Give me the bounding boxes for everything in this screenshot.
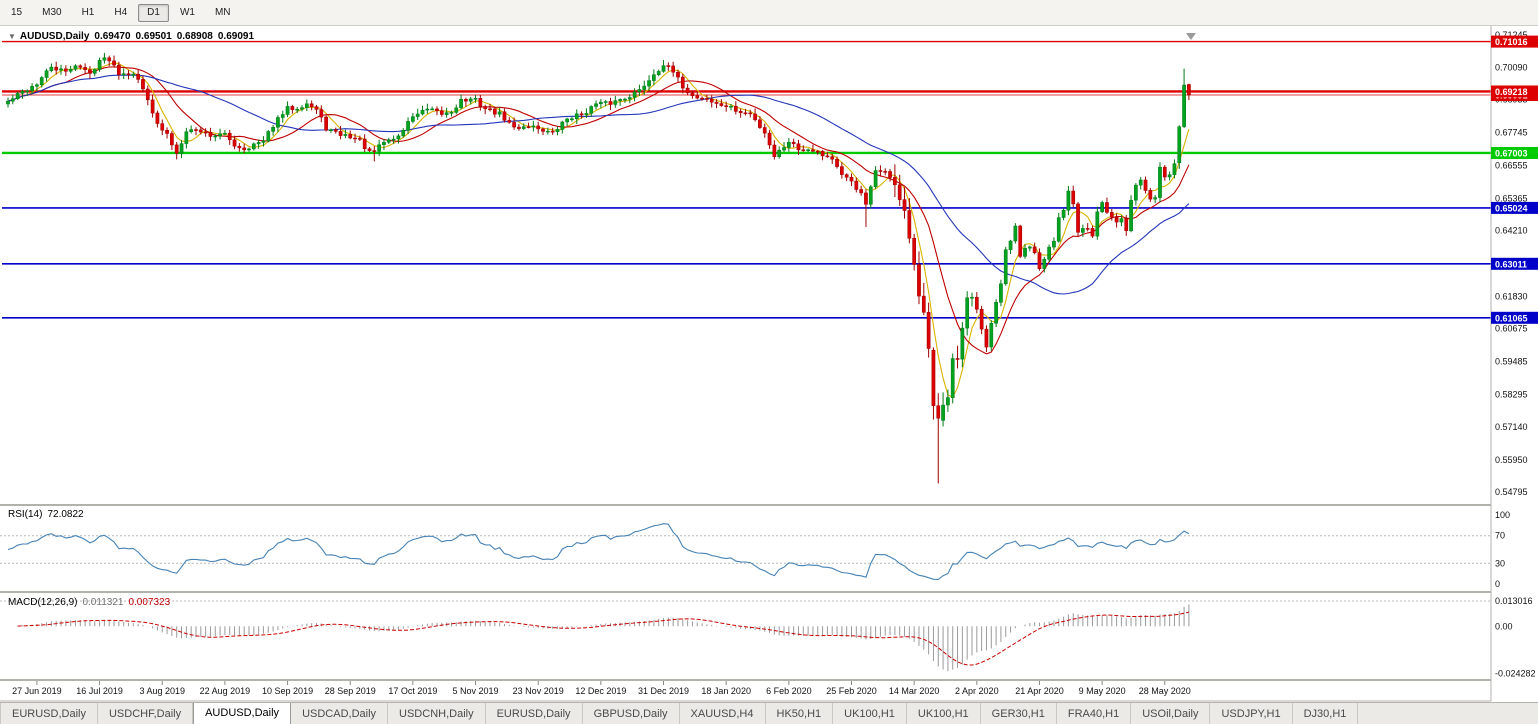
date-label: 5 Nov 2019 (453, 686, 499, 696)
date-label: 31 Dec 2019 (638, 686, 689, 696)
price-badge-0.71016: 0.71016 (1491, 35, 1538, 48)
price-badge-0.65024: 0.65024 (1491, 201, 1538, 214)
price-axis[interactable]: 0.712450.700900.689350.677450.665550.653… (1490, 26, 1538, 702)
tab-usdjpy-h1[interactable]: USDJPY,H1 (1210, 703, 1293, 724)
ma-34-line (7, 74, 1190, 295)
tab-ger30-h1[interactable]: GER30,H1 (981, 703, 1057, 724)
date-label: 23 Nov 2019 (513, 686, 564, 696)
period-button-H1[interactable]: H1 (81, 6, 95, 18)
rsi-tick-label: 100 (1495, 510, 1510, 520)
price-badge-0.67003: 0.67003 (1491, 147, 1538, 159)
svg-text:0.61065: 0.61065 (1495, 313, 1528, 323)
period-button-15[interactable]: 15 (11, 6, 23, 18)
macd-tick-label: 0.013016 (1495, 596, 1533, 606)
period-button-D1[interactable]: D1 (138, 3, 169, 22)
price-tick-label: 0.60675 (1495, 324, 1528, 334)
macd-signal-line (17, 611, 1190, 666)
macd-panel[interactable] (0, 600, 1491, 672)
price-badge-0.63011: 0.63011 (1491, 257, 1538, 270)
tab-usdcnh-daily[interactable]: USDCNH,Daily (388, 703, 486, 724)
svg-text:0.65024: 0.65024 (1495, 203, 1528, 213)
tab-eurusd-daily[interactable]: EURUSD,Daily (486, 703, 583, 724)
panel-separators (0, 504, 1538, 702)
tab-usdcad-daily[interactable]: USDCAD,Daily (291, 703, 389, 724)
date-label: 25 Feb 2020 (826, 686, 877, 696)
rsi-tick-label: 0 (1495, 579, 1500, 589)
tab-fra40-h1[interactable]: FRA40,H1 (1057, 703, 1132, 724)
ma-5-line (7, 62, 1190, 398)
date-label: 22 Aug 2019 (200, 686, 251, 696)
price-tick-label: 0.54795 (1495, 487, 1528, 497)
tab-uk100-h1[interactable]: UK100,H1 (833, 703, 907, 724)
candlesticks (6, 52, 1191, 484)
svg-text:0.67003: 0.67003 (1495, 149, 1528, 159)
date-label: 3 Aug 2019 (139, 686, 185, 696)
price-tick-label: 0.59485 (1495, 357, 1528, 367)
date-label: 27 Jun 2019 (12, 686, 62, 696)
chart-canvas[interactable]: 0.712450.700900.689350.677450.665550.653… (0, 26, 1538, 702)
macd-tick-label: -0.024282 (1495, 669, 1536, 679)
tab-uk100-h1[interactable]: UK100,H1 (907, 703, 981, 724)
tab-eurusd-daily[interactable]: EURUSD,Daily (0, 703, 98, 724)
price-tick-label: 0.57140 (1495, 422, 1528, 432)
price-tick-label: 0.67745 (1495, 127, 1528, 137)
price-badge-0.61065: 0.61065 (1491, 311, 1538, 324)
date-label: 14 Mar 2020 (889, 686, 940, 696)
price-tick-label: 0.65365 (1495, 193, 1528, 203)
time-axis[interactable]: 27 Jun 2019 16 Jul 2019 3 Aug 2019 22 Aug 2… (12, 681, 1191, 696)
rsi-tick-label: 70 (1495, 531, 1505, 541)
period-button-H4[interactable]: H4 (114, 6, 128, 18)
date-label: 18 Jan 2020 (701, 686, 751, 696)
ma-13-line (7, 66, 1190, 355)
macd-tick-label: 0.00 (1495, 621, 1513, 631)
date-label: 10 Sep 2019 (262, 686, 313, 696)
price-tick-label: 0.55950 (1495, 455, 1528, 465)
date-label: 9 May 2020 (1079, 686, 1126, 696)
date-label: 28 May 2020 (1139, 686, 1191, 696)
period-toolbar: 15 M30 H1 H4 D1 W1 MN (0, 0, 1538, 26)
price-tick-label: 0.71245 (1495, 30, 1528, 40)
date-label: 6 Feb 2020 (766, 686, 812, 696)
date-label: 12 Dec 2019 (575, 686, 626, 696)
macd-histogram (17, 604, 1190, 672)
date-label: 2 Apr 2020 (955, 686, 999, 696)
main-panel[interactable] (2, 40, 1491, 484)
period-button-W1[interactable]: W1 (179, 6, 195, 18)
rsi-panel[interactable] (0, 523, 1491, 581)
date-label: 28 Sep 2019 (325, 686, 376, 696)
tab-usdchf-daily[interactable]: USDCHF,Daily (98, 703, 194, 724)
date-label: 21 Apr 2020 (1015, 686, 1064, 696)
price-tick-label: 0.61830 (1495, 292, 1528, 302)
price-tick-label: 0.70090 (1495, 62, 1528, 72)
price-badge-0.69218: 0.69218 (1491, 85, 1538, 98)
rsi-line (7, 523, 1190, 581)
date-label: 17 Oct 2019 (388, 686, 437, 696)
tab-audusd-daily[interactable]: AUDUSD,Daily (193, 703, 292, 724)
tab-dj30-h1[interactable]: DJ30,H1 (1293, 703, 1359, 724)
tab-gbpusd-daily[interactable]: GBPUSD,Daily (583, 703, 680, 724)
price-tick-label: 0.66555 (1495, 160, 1528, 170)
tab-xauusd-h4[interactable]: XAUUSD,H4 (680, 703, 766, 724)
price-tick-label: 0.64210 (1495, 226, 1528, 236)
rsi-tick-label: 30 (1495, 558, 1505, 568)
date-label: 16 Jul 2019 (76, 686, 123, 696)
tab-usoil-daily[interactable]: USOil,Daily (1131, 703, 1211, 724)
price-tick-label: 0.58295 (1495, 390, 1528, 400)
svg-text:0.63011: 0.63011 (1495, 259, 1527, 269)
svg-text:0.71016: 0.71016 (1495, 37, 1528, 47)
period-button-M30[interactable]: M30 (42, 6, 62, 18)
tab-hk50-h1[interactable]: HK50,H1 (766, 703, 834, 724)
chart-shift-marker-icon[interactable] (1186, 33, 1196, 40)
svg-text:0.69218: 0.69218 (1495, 87, 1528, 97)
chart-tabs: EURUSD,Daily USDCHF,Daily AUDUSD,Daily USDC… (0, 702, 1538, 724)
chart-svg[interactable]: 0.712450.700900.689350.677450.665550.653… (0, 26, 1538, 702)
period-button-MN[interactable]: MN (214, 6, 231, 18)
